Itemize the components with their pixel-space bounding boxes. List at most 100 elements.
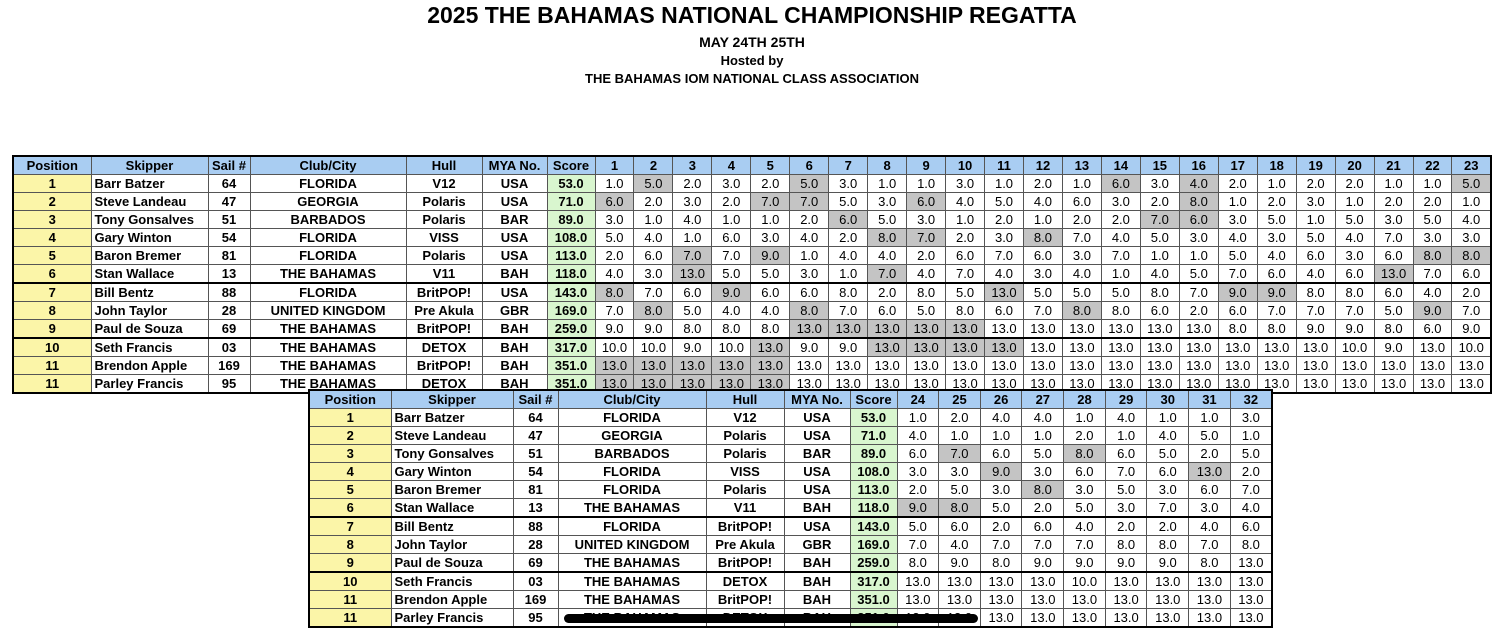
cell-score: 351.0 <box>546 356 596 375</box>
cell-race-result: 2.0 <box>984 210 1024 229</box>
cell-mya: BAH <box>783 553 851 573</box>
cell-race-result: 8.0 <box>711 319 752 339</box>
cell-race-result: 6.0 <box>1217 301 1258 320</box>
cell-skipper: Parley Francis <box>390 608 514 628</box>
cell-position: 5 <box>308 480 392 499</box>
cell-position: 9 <box>12 319 92 339</box>
cell-race-result: 5.0 <box>1022 282 1063 302</box>
cell-club: FLORIDA <box>557 480 707 499</box>
cell-race-result: 6.0 <box>1451 264 1492 284</box>
cell-race-result: 13.0 <box>938 590 981 609</box>
cell-position: 10 <box>308 571 392 591</box>
cell-position: 8 <box>12 301 92 320</box>
cell-race-result: 10.0 <box>1334 337 1375 357</box>
cell-skipper: Gary Winton <box>90 228 209 247</box>
cell-race-discarded: 8.0 <box>1412 246 1453 265</box>
cell-score: 143.0 <box>849 516 898 536</box>
cell-race-result: 13.0 <box>1373 374 1414 394</box>
cell-race-result: 3.0 <box>1334 246 1375 265</box>
cell-sail: 47 <box>512 426 559 445</box>
cell-race-result: 8.0 <box>896 553 940 573</box>
cell-skipper: Baron Bremer <box>90 246 209 265</box>
cell-race-result: 5.0 <box>906 301 947 320</box>
cell-race-discarded: 13.0 <box>711 356 752 375</box>
table-row: 4 Gary Winton 54 FLORIDA VISS USA 108.0 3.0 3.0 9… <box>308 462 1273 481</box>
cell-club: FLORIDA <box>557 462 707 481</box>
cell-position: 7 <box>308 516 392 536</box>
cell-race-result: 7.0 <box>1229 480 1273 499</box>
cell-race-result: 7.0 <box>711 246 752 265</box>
cell-race-result: 4.0 <box>1063 516 1106 536</box>
cell-race-result: 4.0 <box>672 210 713 229</box>
cell-race-discarded: 9.0 <box>1256 282 1297 302</box>
cell-sail: 13 <box>512 498 559 518</box>
cell-club: THE BAHAMAS <box>249 319 407 339</box>
cell-race-result: 5.0 <box>1334 210 1375 229</box>
column-header-skipper: Skipper <box>390 389 514 409</box>
cell-race-result: 3.0 <box>750 228 791 247</box>
cell-race-result: 13.0 <box>945 356 986 375</box>
cell-race-result: 2.0 <box>594 246 635 265</box>
column-header-race: 8 <box>867 155 908 175</box>
cell-race-discarded: 6.0 <box>1100 174 1141 193</box>
column-header-race: 1 <box>594 155 635 175</box>
cell-skipper: Barr Batzer <box>390 408 514 427</box>
cell-mya: GBR <box>481 301 548 320</box>
cell-club: UNITED KINGDOM <box>249 301 407 320</box>
cell-race-result: 2.0 <box>906 246 947 265</box>
cell-race-result: 13.0 <box>1021 608 1065 628</box>
cell-race-discarded: 13.0 <box>750 374 791 394</box>
cell-race-result: 5.0 <box>1104 480 1148 499</box>
cell-score: 53.0 <box>849 408 898 427</box>
cell-sail: 13 <box>207 264 251 284</box>
cell-skipper: Bill Bentz <box>390 516 514 536</box>
cell-race-result: 3.0 <box>1451 228 1492 247</box>
cell-position: 6 <box>12 264 92 284</box>
cell-race-discarded: 5.0 <box>789 174 830 193</box>
cell-race-result: 6.0 <box>789 282 830 302</box>
cell-race-result: 2.0 <box>1334 174 1375 193</box>
cell-position: 8 <box>308 535 392 554</box>
cell-hull: BritPOP! <box>705 590 785 609</box>
cell-race-result: 2.0 <box>1146 516 1190 536</box>
cell-sail: 95 <box>512 608 559 628</box>
cell-race-result: 2.0 <box>1451 282 1492 302</box>
cell-race-result: 3.0 <box>1373 210 1414 229</box>
cell-race-result: 13.0 <box>1178 337 1219 357</box>
cell-race-result: 3.0 <box>938 462 981 481</box>
cell-race-result: 7.0 <box>1373 228 1414 247</box>
cell-race-result: 4.0 <box>938 535 981 554</box>
column-header-race: 31 <box>1188 389 1231 409</box>
cell-hull: DETOX <box>405 337 483 357</box>
cell-race-result: 8.0 <box>906 282 947 302</box>
cell-race-result: 8.0 <box>945 301 986 320</box>
cell-race-discarded: 13.0 <box>867 337 908 357</box>
table-row: 9 Paul de Souza 69 THE BAHAMAS BritPOP! BAH 25… <box>12 319 1492 339</box>
column-header-race: 32 <box>1229 389 1273 409</box>
table-row: 5 Baron Bremer 81 FLORIDA Polaris USA 113.0 2.0… <box>308 480 1273 499</box>
cell-race-result: 4.0 <box>1100 228 1141 247</box>
cell-race-result: 6.0 <box>1412 319 1453 339</box>
cell-race-result: 2.0 <box>1178 301 1219 320</box>
cell-club: FLORIDA <box>249 174 407 193</box>
cell-race-result: 1.0 <box>1178 246 1219 265</box>
table-header-row: Position Skipper Sail # Club/City Hull MYA No… <box>308 389 1273 409</box>
cell-race-discarded: 8.0 <box>1178 192 1219 211</box>
cell-race-result: 13.0 <box>1021 590 1065 609</box>
cell-race-discarded: 7.0 <box>938 444 981 463</box>
cell-skipper: Stan Wallace <box>390 498 514 518</box>
cell-race-result: 8.0 <box>1104 535 1148 554</box>
cell-position: 2 <box>308 426 392 445</box>
cell-race-result: 7.0 <box>1104 462 1148 481</box>
cell-race-result: 13.0 <box>1373 356 1414 375</box>
cell-skipper: Seth Francis <box>90 337 209 357</box>
cell-race-result: 2.0 <box>1256 192 1297 211</box>
cell-race-result: 13.0 <box>1100 337 1141 357</box>
column-header-sail: Sail # <box>512 389 559 409</box>
cell-sail: 51 <box>512 444 559 463</box>
cell-race-result: 2.0 <box>672 174 713 193</box>
cell-race-result: 6.0 <box>633 246 674 265</box>
cell-race-result: 13.0 <box>906 356 947 375</box>
column-header-race: 22 <box>1412 155 1453 175</box>
cell-hull: VISS <box>705 462 785 481</box>
